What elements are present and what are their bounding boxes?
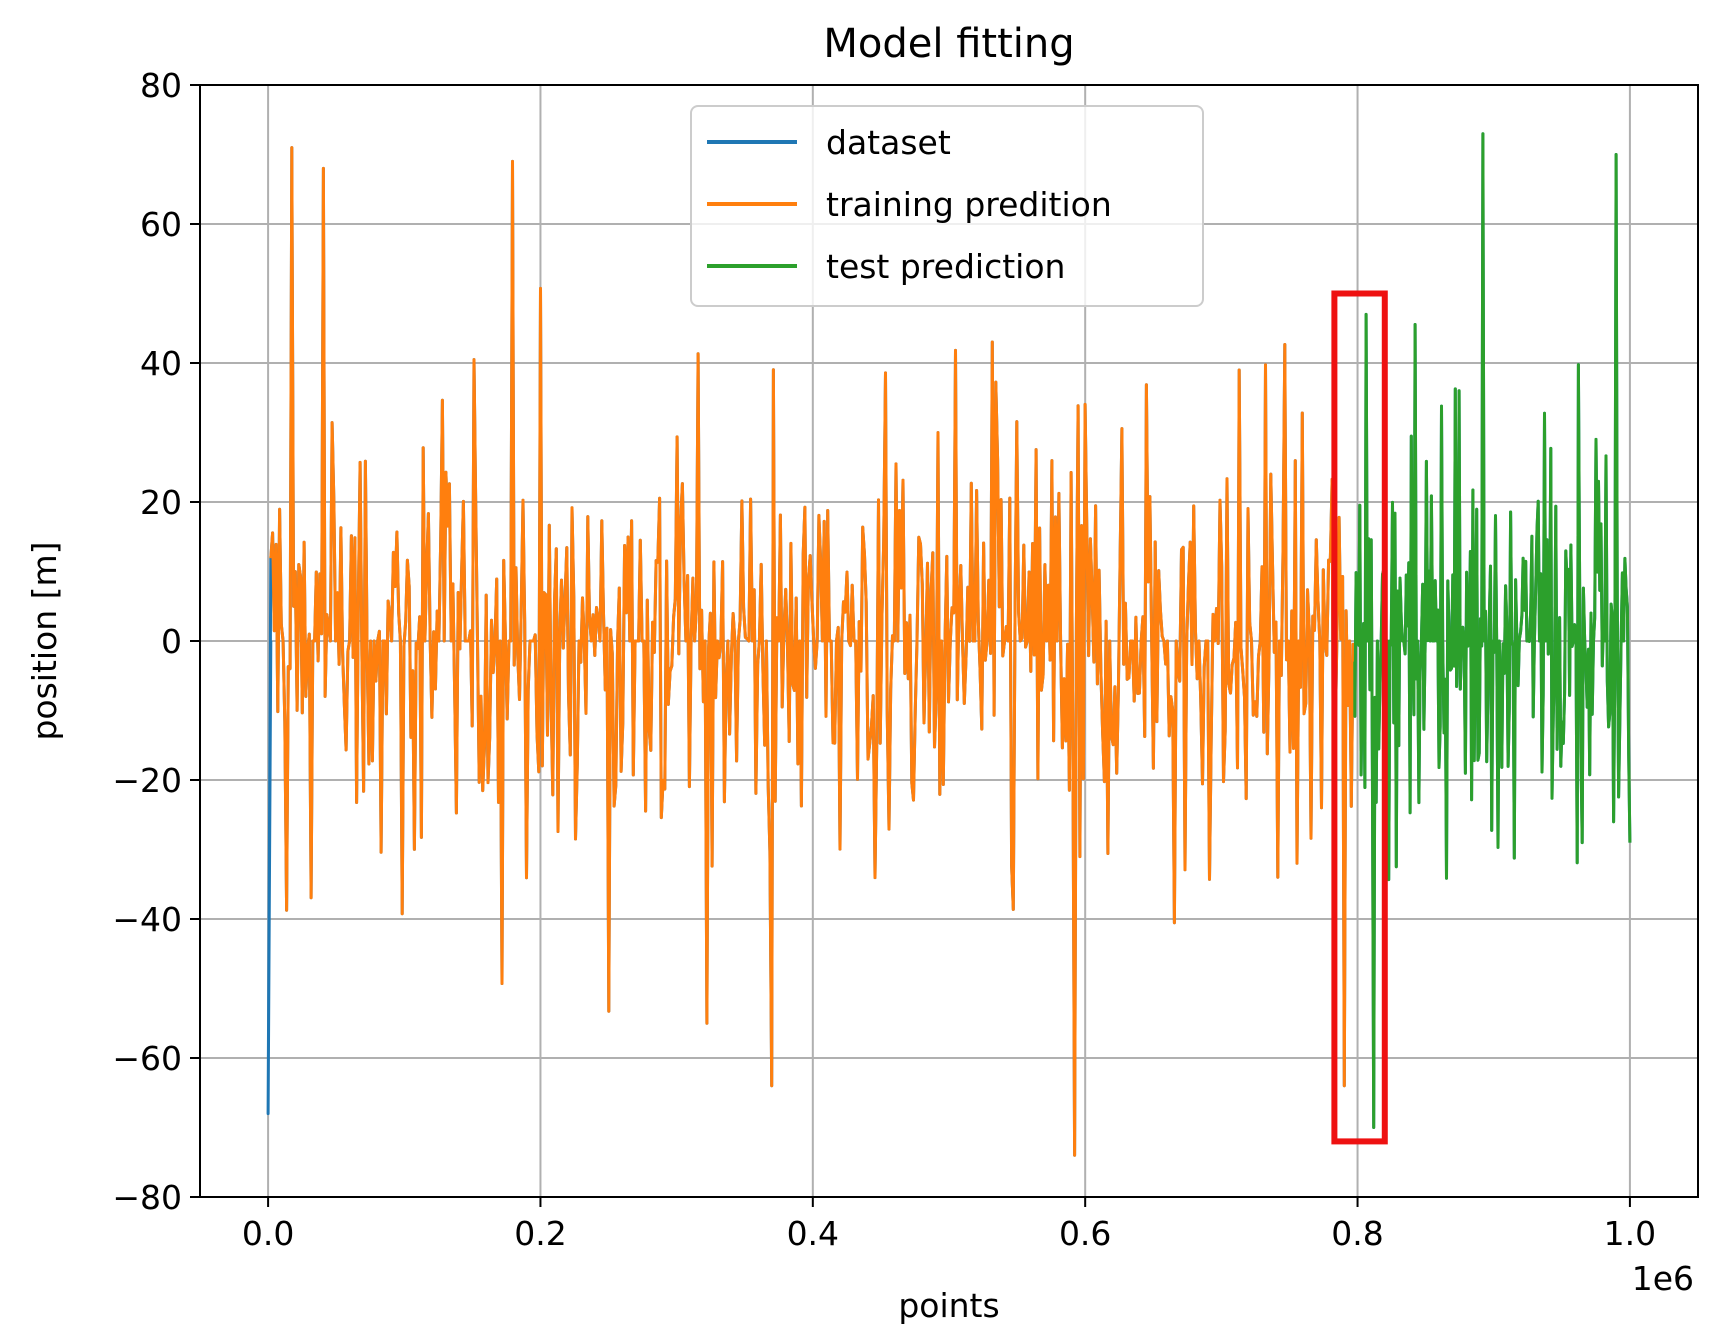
annotation-layer: [1331, 290, 1388, 1145]
legend-label-training: training predition: [826, 185, 1112, 224]
x-tick-label: 0.4: [787, 1214, 839, 1253]
x-tick-label: 0.8: [1331, 1214, 1383, 1253]
y-tick-label: 0: [161, 622, 182, 661]
x-axis-title: points: [898, 1286, 999, 1325]
legend-label-test: test prediction: [826, 247, 1065, 286]
chart-title: Model fitting: [823, 21, 1074, 67]
y-tick-label: −60: [112, 1039, 182, 1078]
series-layer: [266, 132, 1632, 1157]
y-tick-label: 80: [140, 66, 182, 105]
x-axis: 0.0 0.2 0.4 0.6 0.8 1.0: [242, 1197, 1656, 1253]
y-axis-title: position [m]: [25, 541, 64, 740]
highlight-rectangle: [1331, 290, 1388, 1145]
series-line-test: [1353, 132, 1632, 1129]
y-tick-label: 20: [140, 483, 182, 522]
y-tick-label: −40: [112, 900, 182, 939]
x-tick-label: 0.2: [514, 1214, 566, 1253]
x-tick-label: 1.0: [1604, 1214, 1656, 1253]
series-line-training: [269, 146, 1357, 1157]
y-tick-label: −80: [112, 1178, 182, 1217]
x-tick-label: 0.0: [242, 1214, 294, 1253]
y-tick-label: 60: [140, 205, 182, 244]
legend: dataset training predition test predicti…: [690, 105, 1204, 307]
y-axis: −80 −60 −40 −20 0 20 40 60 80: [112, 66, 200, 1217]
x-tick-label: 0.6: [1059, 1214, 1111, 1253]
y-tick-label: −20: [112, 761, 182, 800]
y-tick-label: 40: [140, 344, 182, 383]
x-axis-offset-label: 1e6: [1632, 1259, 1694, 1298]
legend-label-dataset: dataset: [826, 123, 951, 162]
legend-box: [690, 105, 1204, 307]
